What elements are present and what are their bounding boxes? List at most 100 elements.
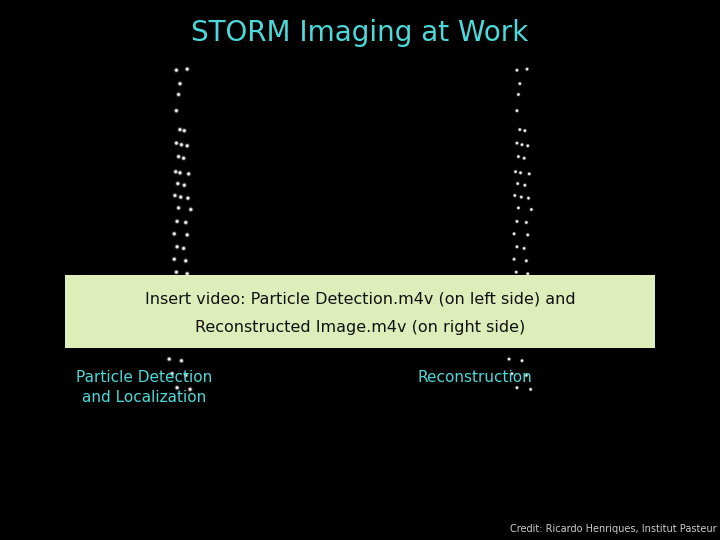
Point [511,106,523,115]
Point [516,356,528,365]
Point [180,218,192,227]
Point [180,371,192,380]
Point [510,268,522,276]
Point [174,79,186,88]
Point [522,269,534,278]
Point [169,191,181,200]
Text: Insert video: Particle Detection.m4v (on left side) and: Insert video: Particle Detection.m4v (on… [145,291,575,306]
Point [178,244,189,253]
Point [522,231,534,239]
Point [181,231,193,239]
Point [172,179,184,188]
Text: Reconstructed Image.m4v (on right side): Reconstructed Image.m4v (on right side) [195,320,525,335]
Point [511,242,523,251]
Point [511,217,523,226]
Point [513,90,524,99]
Point [513,90,524,99]
Point [171,106,182,115]
Point [512,281,523,289]
Point [180,256,192,265]
Point [178,154,189,163]
Point [521,218,532,227]
Point [182,194,194,202]
Point [514,79,526,88]
Point [522,141,534,150]
Point [512,179,523,188]
Point [176,356,187,365]
Point [171,106,182,115]
Point [181,269,193,278]
Point [184,385,196,394]
Point [183,170,194,178]
Point [508,255,520,264]
Point [185,205,197,214]
Point [513,204,524,212]
Point [521,371,532,380]
Point [513,204,524,212]
Point [179,181,190,190]
Point [516,356,528,365]
Point [174,125,186,134]
Point [511,383,523,392]
Point [514,125,526,134]
Point [516,193,527,201]
Point [172,281,184,289]
Point [171,242,183,251]
Point [508,230,520,238]
Point [180,218,192,227]
Point [521,218,532,227]
Point [174,168,186,177]
Point [171,383,183,392]
Point [506,369,518,378]
Point [525,385,536,394]
Point [171,66,182,75]
Point [173,204,184,212]
Point [180,256,192,265]
Point [181,231,193,239]
Point [515,168,526,177]
Point [178,154,189,163]
Point [519,126,531,135]
Point [522,141,534,150]
Point [176,140,187,149]
Point [179,126,190,135]
Point [513,152,524,161]
Point [180,256,192,265]
Point [526,205,537,214]
Point [183,170,194,178]
Point [173,204,184,212]
Point [181,269,193,278]
Text: Credit: Ricardo Henriques, Institut Pasteur: Credit: Ricardo Henriques, Institut Past… [510,523,716,534]
Point [525,385,536,394]
Point [185,205,197,214]
Point [171,106,182,115]
Point [178,244,189,253]
Point [516,193,527,201]
Point [512,179,523,188]
Point [181,65,193,73]
Point [521,65,533,73]
Point [511,106,523,115]
Point [168,230,180,238]
Point [173,152,184,161]
Point [171,139,182,147]
Point [526,205,537,214]
Point [511,66,523,75]
Point [170,167,181,176]
Point [525,385,536,394]
Point [170,167,181,176]
Point [169,191,181,200]
Point [521,65,533,73]
Point [510,167,521,176]
Point [519,181,531,190]
Point [516,356,528,365]
Point [511,66,523,75]
Point [181,141,193,150]
Point [511,139,523,147]
Point [166,369,178,378]
Point [523,194,534,202]
Point [511,217,523,226]
Point [511,139,523,147]
Point [175,193,186,201]
Point [510,268,522,276]
